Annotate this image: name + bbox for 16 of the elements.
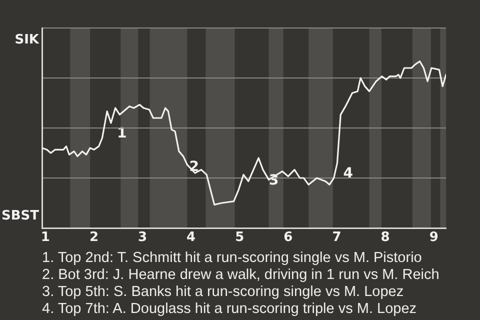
x-tick-label: 7 (332, 230, 342, 246)
text: SBST (1, 208, 40, 224)
annotation: 4 (343, 166, 354, 182)
text: SIK (14, 32, 40, 48)
x-tick-label: 8 (380, 230, 390, 246)
x-tick-label: 2 (89, 230, 98, 246)
x-tick-label: 3 (138, 230, 148, 246)
text: 2. Bot 3rd: J. Hearne drew a walk, driving in 1 run vs M. Reich (42, 267, 440, 284)
text: 3. Top 5th: S. Banks hit a run-scoring single vs M. Lopez (42, 284, 405, 301)
x-tick-label: 4 (186, 230, 196, 246)
x-tick-label: 9 (429, 230, 438, 246)
x-tick-label: 5 (235, 230, 244, 246)
x-tick-label: 6 (284, 230, 293, 246)
text: 1. Top 2nd: T. Schmitt hit a run-scoring single vs M. Pistorio (42, 250, 423, 267)
text: 4. Top 7th: A. Douglass hit a run-scoring triple vs M. Lopez (42, 301, 418, 318)
x-tick-label: 1 (40, 230, 50, 246)
